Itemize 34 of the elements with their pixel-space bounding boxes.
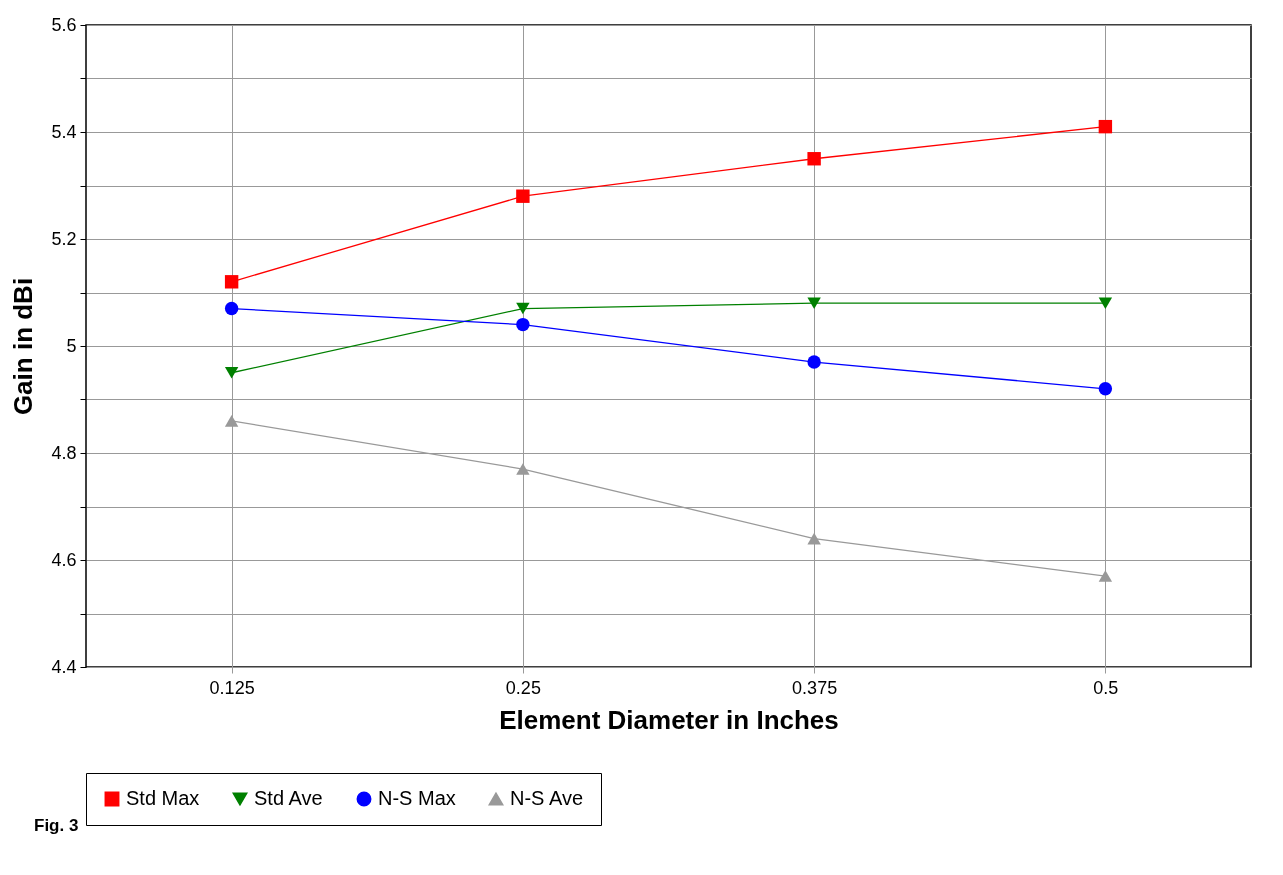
point [1098,382,1113,396]
x-tick-label: 0.25 [505,677,541,698]
y-tick-label: 4.8 [51,442,77,463]
x-tick-label: 0.5 [1093,677,1119,698]
point [1098,570,1113,582]
caption: Fig. 3 [34,816,79,836]
legend-label: N-S Ave [510,787,583,809]
legend-label: Std Ave [254,787,323,809]
point [807,297,821,310]
x-tick-label: 0.375 [792,677,838,698]
y-tick-label: 5.6 [51,14,77,35]
y-tick-label: 5.4 [51,121,77,142]
point [224,275,239,289]
x-tick-label: 0.125 [209,677,255,698]
point [516,463,530,475]
y-axis-title: Gain in dBi [8,277,39,416]
legend-label: Std Max [126,787,200,809]
y-tick-label: 5.2 [51,228,77,249]
point [516,317,530,332]
point [807,152,821,166]
legend-label: N-S Max [378,787,456,809]
x-axis-title: Element Diameter in Inches [499,704,839,735]
point [516,189,530,203]
point [807,532,821,545]
point [224,415,239,427]
point [224,366,239,379]
point [516,302,530,315]
y-tick-label: 5 [66,335,77,356]
point [1098,119,1113,134]
point [1098,297,1113,310]
y-tick-label: 4.4 [51,656,77,677]
point [224,301,239,316]
point [807,355,821,369]
y-tick-label: 4.6 [51,549,77,570]
